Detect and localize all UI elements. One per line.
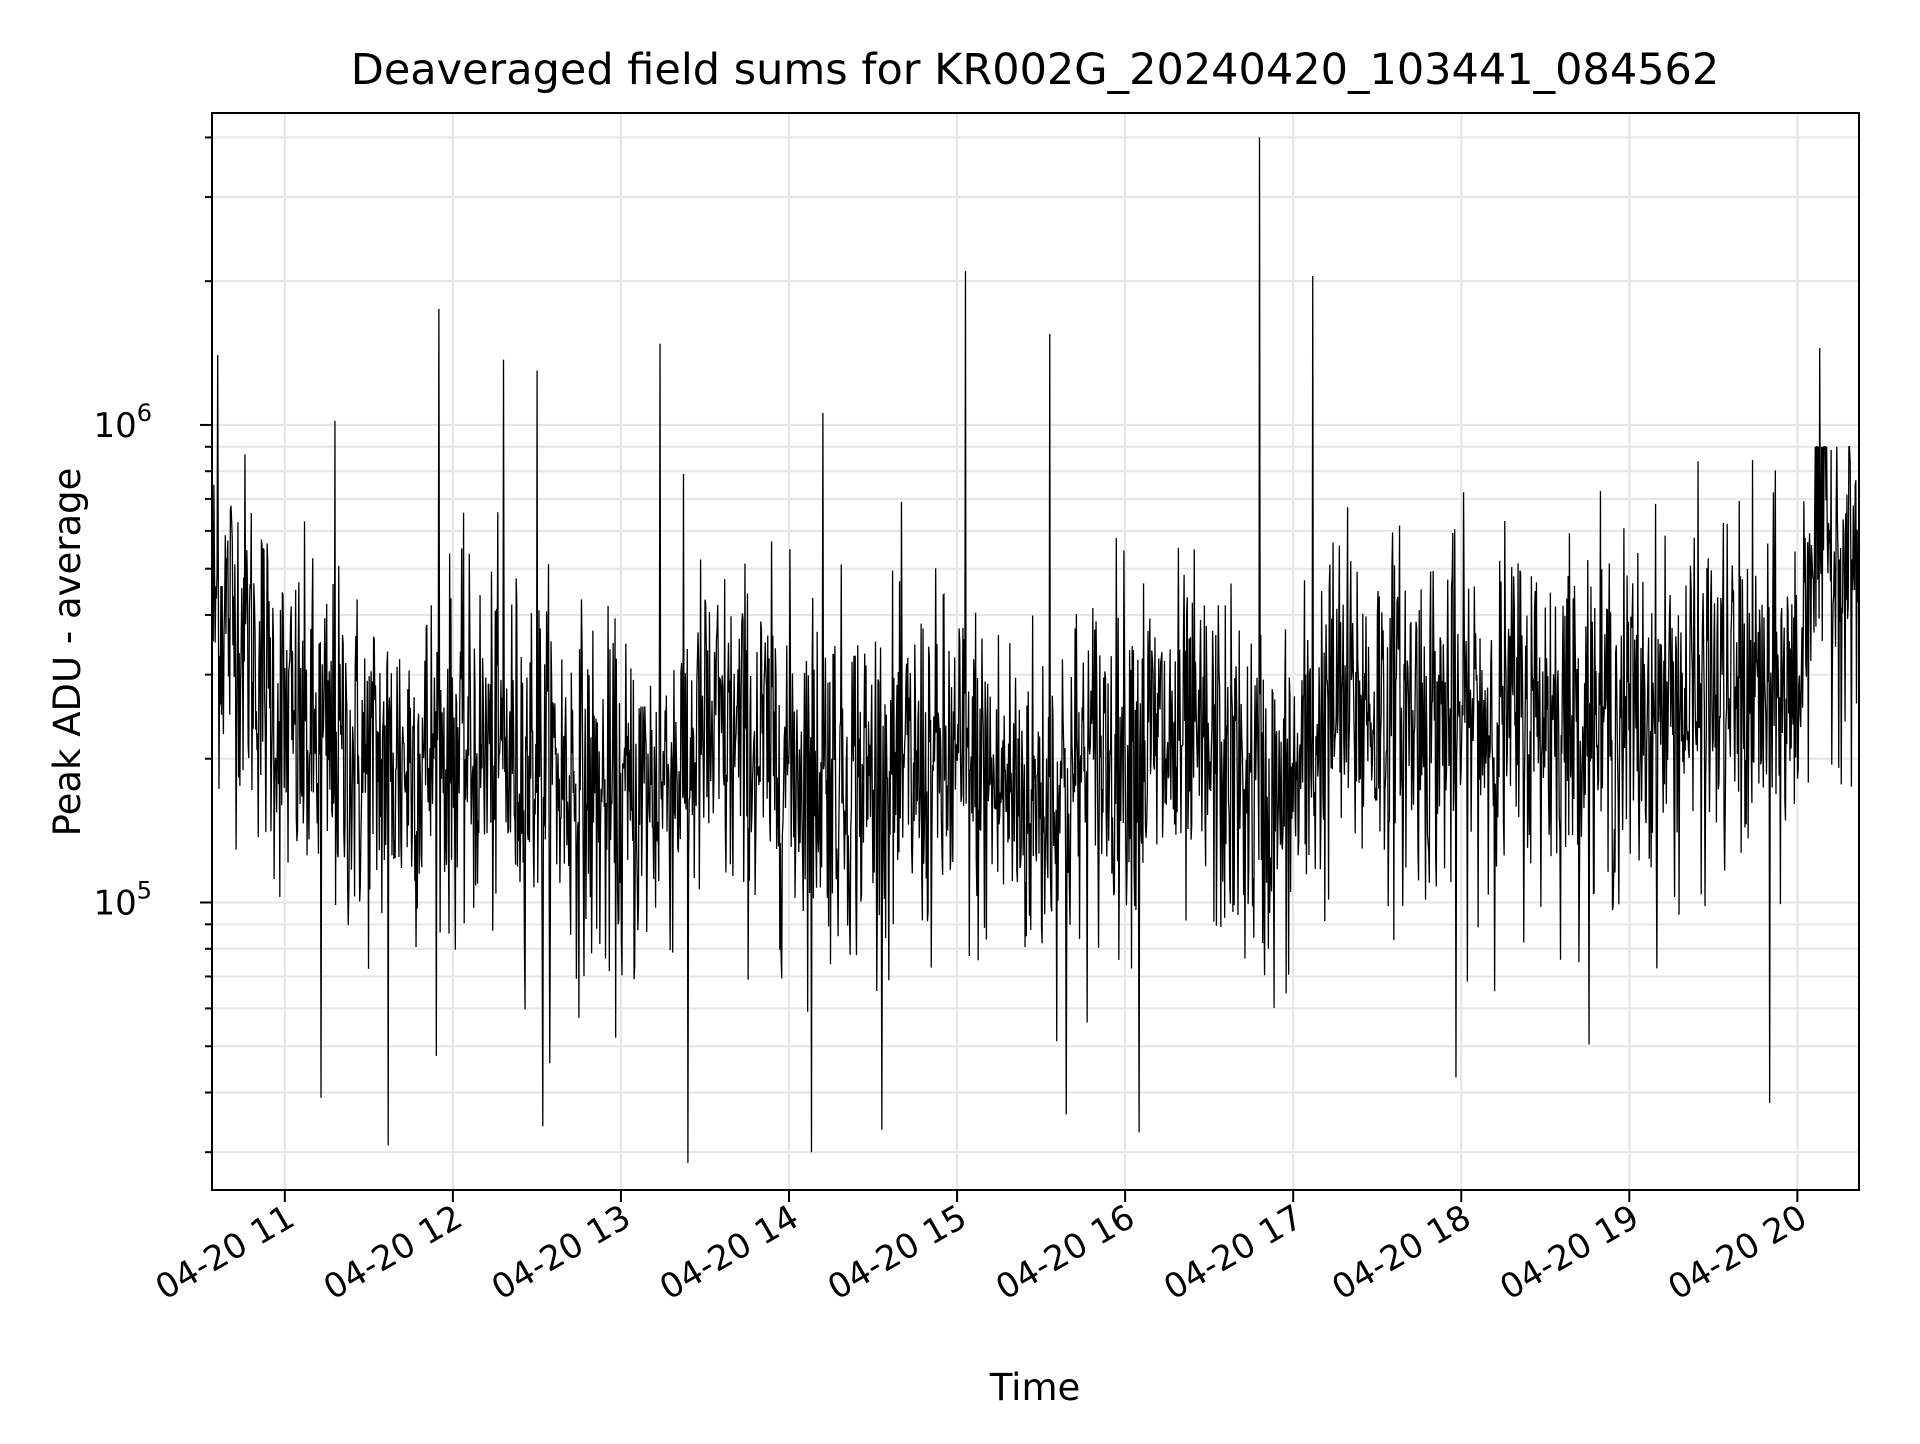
y-tick-label: 106	[93, 399, 152, 446]
chart-title: Deaveraged field sums for KR002G_2024042…	[351, 45, 1720, 95]
y-tick-base: 10	[93, 406, 136, 446]
series-line	[211, 137, 1860, 1163]
y-tick-exponent: 6	[137, 399, 152, 427]
y-tick-label: 105	[93, 876, 152, 923]
x-axis-label: Time	[989, 1366, 1081, 1409]
y-tick-exponent: 5	[137, 876, 152, 904]
series-path	[211, 137, 1860, 1163]
plot-frame	[211, 112, 1860, 1191]
y-axis-label: Peak ADU - average	[46, 468, 89, 837]
y-tick-base: 10	[93, 883, 136, 923]
